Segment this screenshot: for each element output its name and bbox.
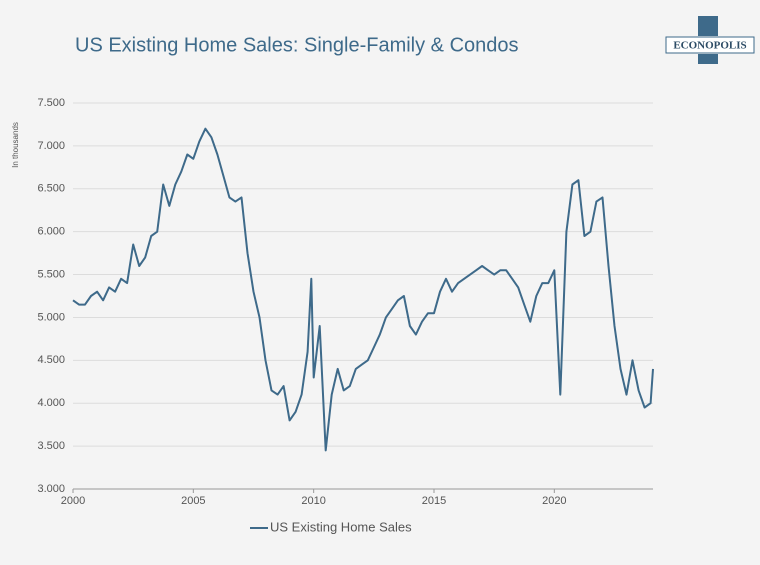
x-tick-label: 2015 [422, 495, 446, 507]
y-tick-label: 6.000 [37, 226, 65, 238]
y-tick-label: 7.000 [37, 140, 65, 152]
x-tick-label: 2020 [542, 495, 566, 507]
logo-box [665, 36, 755, 54]
x-tick-label: 2010 [301, 495, 325, 507]
legend-label: US Existing Home Sales [270, 519, 412, 534]
logo-text: ECONOPOLIS [673, 40, 746, 52]
x-tick-label: 2000 [61, 495, 85, 507]
y-tick-label: 5.500 [37, 268, 65, 280]
chart-title: US Existing Home Sales: Single-Family & … [75, 34, 519, 56]
y-axis-label: In thousands [11, 122, 20, 168]
y-tick-label: 6.500 [37, 183, 65, 195]
y-tick-label: 4.500 [37, 354, 65, 366]
y-tick-label: 7.500 [37, 97, 65, 109]
y-tick-label: 3.000 [37, 483, 65, 495]
y-tick-label: 3.500 [37, 440, 65, 452]
logo-tower [698, 16, 718, 36]
logo: ECONOPOLIS [665, 16, 755, 64]
series-line [72, 127, 654, 452]
x-tick-label: 2005 [181, 495, 205, 507]
y-tick-label: 5.000 [37, 311, 65, 323]
logo-base [698, 54, 718, 64]
y-tick-label: 4.000 [37, 397, 65, 409]
